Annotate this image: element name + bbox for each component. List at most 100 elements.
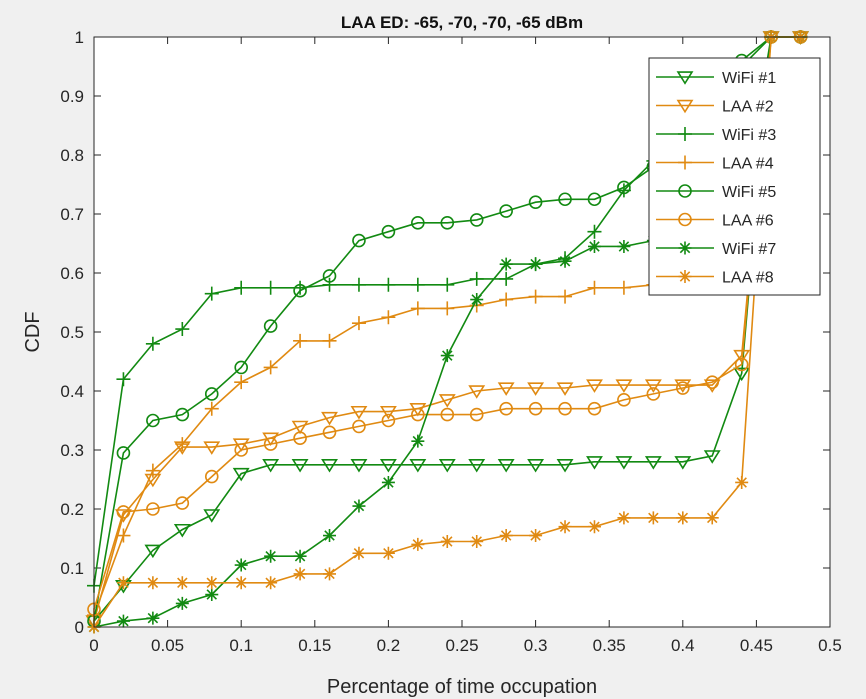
y-tick-label: 0.2 <box>60 500 84 519</box>
legend-marker <box>678 127 692 141</box>
data-point <box>676 511 690 525</box>
data-point <box>264 549 278 563</box>
x-tick-label: 0.15 <box>298 636 331 655</box>
series-line <box>93 36 801 622</box>
data-point <box>411 434 425 448</box>
data-point <box>499 204 513 218</box>
x-tick-label: 0.5 <box>818 636 842 655</box>
data-point <box>646 511 660 525</box>
data-point <box>558 401 572 416</box>
data-point <box>116 372 131 387</box>
data-point <box>587 401 602 416</box>
data-point <box>379 459 397 473</box>
data-point <box>617 393 631 407</box>
data-point <box>409 459 427 473</box>
data-point <box>410 277 425 292</box>
legend-marker <box>676 71 694 85</box>
x-tick-label: 0.35 <box>593 636 626 655</box>
x-tick-label: 0.45 <box>740 636 773 655</box>
data-point <box>586 456 603 470</box>
plot-frame <box>93 36 831 628</box>
data-point <box>293 283 307 298</box>
data-point <box>438 459 456 473</box>
y-axis-label: CDF <box>22 311 44 352</box>
data-point <box>440 534 454 548</box>
data-point <box>262 459 280 473</box>
data-point <box>352 546 366 560</box>
legend-item: LAA #6 <box>656 213 774 230</box>
data-point <box>529 529 543 543</box>
data-point <box>146 576 160 590</box>
data-point <box>116 446 131 460</box>
data-point <box>735 475 749 489</box>
data-point <box>587 280 602 295</box>
data-point <box>175 322 190 337</box>
data-point <box>440 277 455 292</box>
data-point <box>234 375 249 390</box>
x-tick-label: 0.25 <box>445 636 478 655</box>
data-point <box>322 333 337 348</box>
data-point <box>352 233 366 248</box>
data-point <box>674 379 692 393</box>
data-point <box>469 213 484 227</box>
data-point <box>351 316 366 331</box>
y-tick-label: 0.4 <box>60 382 84 401</box>
data-point <box>528 289 543 304</box>
legend-marker <box>678 184 692 198</box>
data-point <box>350 459 368 473</box>
data-point <box>468 459 486 473</box>
data-point <box>114 509 132 523</box>
data-point <box>558 192 572 207</box>
data-point <box>558 520 572 534</box>
data-point <box>204 387 219 401</box>
data-point <box>321 459 338 473</box>
data-point <box>733 349 751 364</box>
legend-label: LAA #8 <box>722 270 774 287</box>
data-point <box>410 301 425 316</box>
data-point <box>411 216 425 230</box>
x-tick-label: 0.1 <box>229 636 253 655</box>
data-point <box>615 379 633 393</box>
data-point <box>263 437 278 451</box>
data-point <box>617 239 631 253</box>
legend-marker <box>678 241 692 255</box>
data-point <box>644 379 662 393</box>
legend-label: WiFi #5 <box>722 184 776 201</box>
data-point <box>469 407 484 422</box>
y-tick-label: 0.1 <box>60 559 84 578</box>
series-line <box>93 36 801 610</box>
legend-marker <box>678 155 692 170</box>
data-point <box>616 280 631 295</box>
x-axis-label: Percentage of time occupation <box>327 676 597 698</box>
data-point <box>587 192 602 207</box>
data-point <box>145 336 160 351</box>
data-point <box>293 567 307 581</box>
data-point <box>440 349 454 363</box>
y-tick-label: 0.8 <box>60 146 84 165</box>
data-point <box>321 411 338 426</box>
y-tick-label: 0.5 <box>60 323 84 342</box>
data-point <box>175 437 190 452</box>
y-tick-label: 0.9 <box>60 87 84 106</box>
data-point <box>381 546 395 560</box>
series-2 <box>85 31 810 629</box>
data-point <box>644 456 662 470</box>
data-point <box>263 319 278 333</box>
y-tick-label: 0 <box>75 618 84 637</box>
data-point <box>469 271 484 286</box>
data-point <box>263 280 278 295</box>
data-point <box>499 257 513 271</box>
legend-label: LAA #2 <box>722 99 774 116</box>
legend-item: LAA #2 <box>656 99 774 116</box>
legend-item: WiFi #3 <box>656 127 776 144</box>
data-point <box>675 381 690 395</box>
data-point <box>293 549 307 563</box>
data-point <box>351 277 366 292</box>
data-point <box>705 375 720 389</box>
data-point <box>440 216 455 230</box>
data-point <box>204 401 219 416</box>
data-point <box>234 558 248 572</box>
data-point <box>705 511 719 525</box>
data-point <box>116 614 130 628</box>
